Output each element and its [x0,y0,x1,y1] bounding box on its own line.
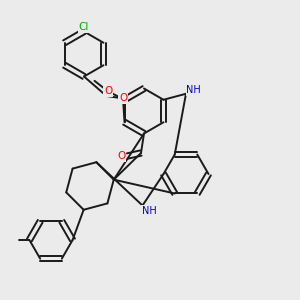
Text: NH: NH [186,85,201,95]
Text: Cl: Cl [79,22,89,32]
Text: O: O [117,151,126,161]
Text: O: O [119,93,127,103]
Text: O: O [104,86,112,96]
Text: NH: NH [142,206,157,216]
